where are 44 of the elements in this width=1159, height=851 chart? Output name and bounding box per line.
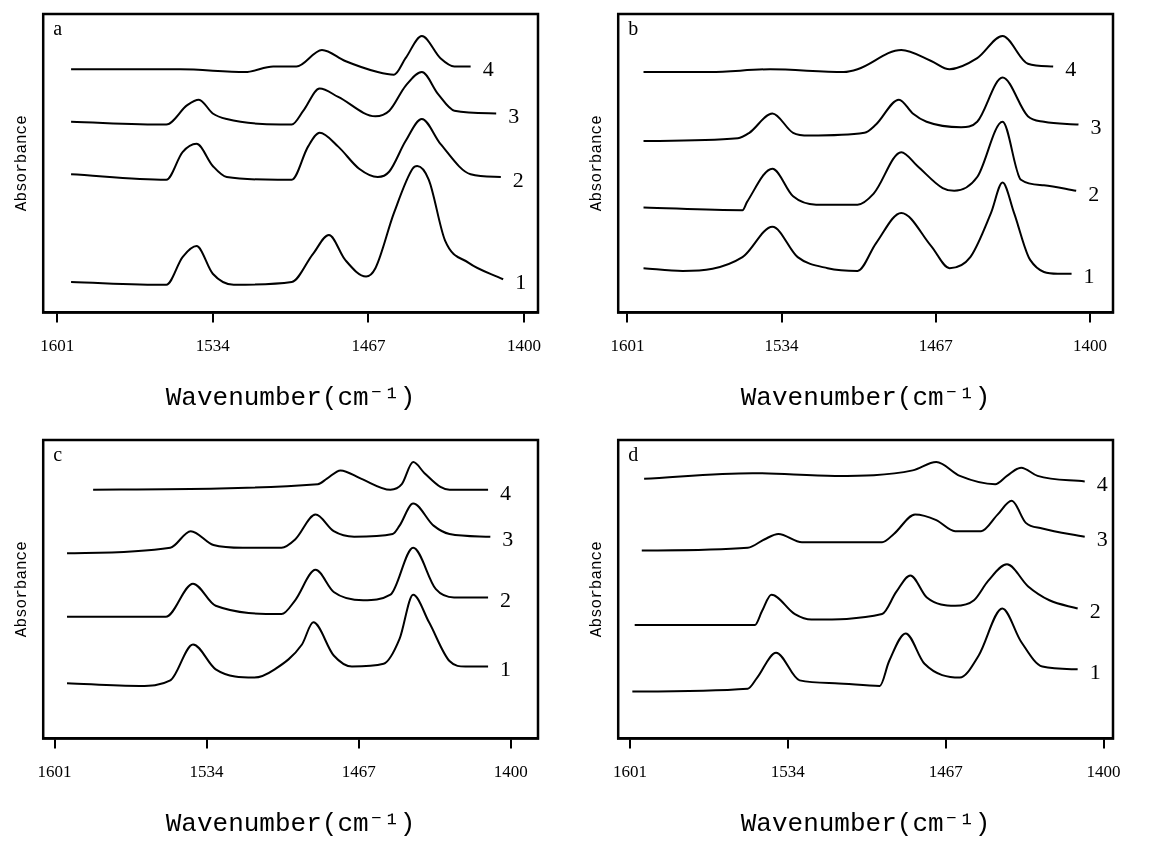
series-label: 4 [1096,471,1108,497]
series-label: 3 [1096,526,1108,552]
series-label: 2 [1089,598,1101,624]
y-axis-title: Absorbance [12,115,31,212]
series-label: 3 [508,103,520,129]
x-tick-label: 1534 [189,762,225,782]
annotation: b [628,17,639,40]
x-tick-label: 1601 [610,336,645,356]
y-axis-title: Absorbance [12,541,31,638]
x-tick-label: 1400 [507,336,542,356]
series-label: 1 [1089,659,1101,685]
annotation: a [53,17,63,40]
annotation: d [628,443,639,466]
series-label: 2 [500,587,512,613]
series-label: 4 [482,56,494,82]
x-axis-title: Wavenumber(cm⁻¹) [165,383,416,414]
series-label: 1 [1083,263,1095,289]
x-tick-label: 1400 [493,762,528,782]
x-tick-label: 1534 [770,762,806,782]
series-label: 1 [500,656,512,682]
series-label: 3 [1090,114,1102,140]
series-label: 4 [500,479,512,505]
x-axis-title: Wavenumber(cm⁻¹) [740,809,991,840]
x-tick-label: 1467 [928,762,964,782]
series-label: 2 [1088,180,1100,206]
x-tick-label: 1467 [351,336,386,356]
series-label: 2 [512,166,524,192]
annotation: c [53,443,63,466]
x-tick-label: 1601 [37,762,72,782]
series-label: 3 [502,526,514,552]
x-axis-title: Wavenumber(cm⁻¹) [165,809,416,840]
series-label: 1 [515,269,527,295]
x-tick-label: 1467 [341,762,377,782]
x-tick-label: 1467 [918,336,954,356]
x-tick-label: 1534 [195,336,231,356]
x-tick-label: 1534 [764,336,800,356]
series-label: 4 [1065,56,1077,82]
x-tick-label: 1400 [1086,762,1121,782]
y-axis-title: Absorbance [587,541,606,638]
x-tick-label: 1400 [1072,336,1107,356]
y-axis-title: Absorbance [587,115,606,212]
x-tick-label: 1601 [612,762,647,782]
x-axis-title: Wavenumber(cm⁻¹) [740,383,991,414]
x-tick-label: 1601 [40,336,75,356]
